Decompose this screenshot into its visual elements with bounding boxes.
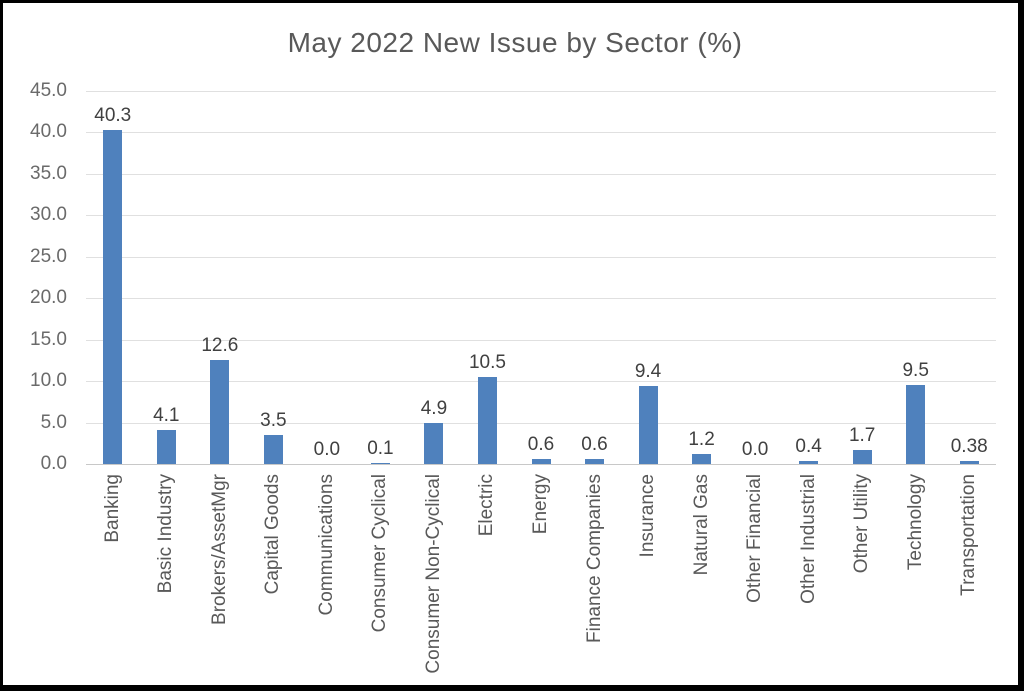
- bar: [692, 454, 712, 464]
- category-label: Banking: [101, 474, 123, 543]
- bar-value-label: 3.5: [260, 410, 287, 431]
- bar: [370, 463, 390, 464]
- bar-value-label: 9.5: [902, 360, 929, 381]
- y-tick-label: 25.0: [30, 245, 67, 267]
- y-tick-label: 0.0: [40, 453, 67, 474]
- y-gridline: [86, 422, 996, 424]
- category-label: Finance Companies: [583, 474, 605, 643]
- category-label: Basic Industry: [155, 474, 177, 594]
- y-gridline: [86, 132, 996, 134]
- category-label: Communications: [315, 474, 337, 616]
- bar-value-label: 4.1: [153, 405, 180, 426]
- bar: [210, 360, 230, 464]
- y-gridline: [86, 339, 996, 341]
- category-label: Consumer Cyclical: [369, 474, 391, 633]
- bar-value-label: 0.1: [367, 438, 394, 459]
- y-tick-label: 15.0: [30, 328, 67, 350]
- bar-value-label: 40.3: [94, 105, 132, 126]
- category-label: Technology: [904, 474, 926, 571]
- bar-value-label: 0.0: [313, 439, 341, 460]
- category-label: Other Industrial: [797, 474, 819, 604]
- bar: [585, 459, 605, 464]
- chart-title: May 2022 New Issue by Sector (%): [287, 27, 743, 58]
- bar: [424, 423, 444, 464]
- bar: [852, 450, 872, 464]
- y-tick-label: 30.0: [30, 204, 67, 226]
- category-label: Capital Goods: [262, 474, 284, 595]
- y-gridline: [86, 91, 996, 92]
- y-tick-label: 40.0: [30, 121, 67, 143]
- category-label: Brokers/AssetMgr: [208, 474, 230, 625]
- category-label: Other Financial: [744, 474, 766, 603]
- bar: [638, 386, 658, 464]
- category-label: Insurance: [637, 474, 659, 558]
- category-label: Natural Gas: [690, 474, 712, 576]
- bar-value-label: 0.6: [527, 434, 555, 455]
- bar-value-label: 1.2: [688, 429, 715, 450]
- bar-value-label: 0.0: [741, 439, 769, 460]
- category-label: Transportation: [958, 474, 980, 596]
- category-label: Other Utility: [851, 474, 873, 574]
- bar-value-label: 1.7: [848, 425, 876, 446]
- y-gridline: [86, 381, 996, 383]
- bar-value-label: 9.4: [634, 361, 662, 382]
- bar: [531, 459, 551, 464]
- category-label: Energy: [530, 474, 551, 535]
- y-tick-label: 10.0: [30, 370, 67, 392]
- bar: [477, 377, 497, 464]
- x-axis-line: [86, 464, 996, 465]
- y-tick-label: 20.0: [30, 287, 67, 309]
- y-gridline: [86, 215, 996, 217]
- bar-value-label: 0.6: [581, 434, 608, 455]
- y-gridline: [86, 256, 996, 258]
- y-tick-label: 45.0: [30, 80, 67, 101]
- category-label: Consumer Non-Cyclical: [422, 474, 444, 674]
- y-gridline: [86, 298, 996, 300]
- bar: [156, 430, 176, 464]
- bar: [906, 385, 926, 464]
- y-tick-label: 35.0: [30, 162, 67, 184]
- bar-value-label: 12.6: [201, 335, 239, 356]
- bar-value-label: 0.38: [950, 436, 988, 457]
- category-label: Electric: [476, 474, 498, 537]
- bar-value-label: 4.9: [420, 398, 448, 419]
- bar: [263, 435, 283, 464]
- bar-value-label: 10.5: [468, 352, 506, 373]
- y-gridline: [86, 173, 996, 175]
- bar: [959, 461, 979, 464]
- bar: [103, 130, 123, 464]
- y-tick-label: 5.0: [40, 411, 67, 433]
- bar: [799, 461, 819, 464]
- bar-value-label: 0.4: [795, 436, 822, 457]
